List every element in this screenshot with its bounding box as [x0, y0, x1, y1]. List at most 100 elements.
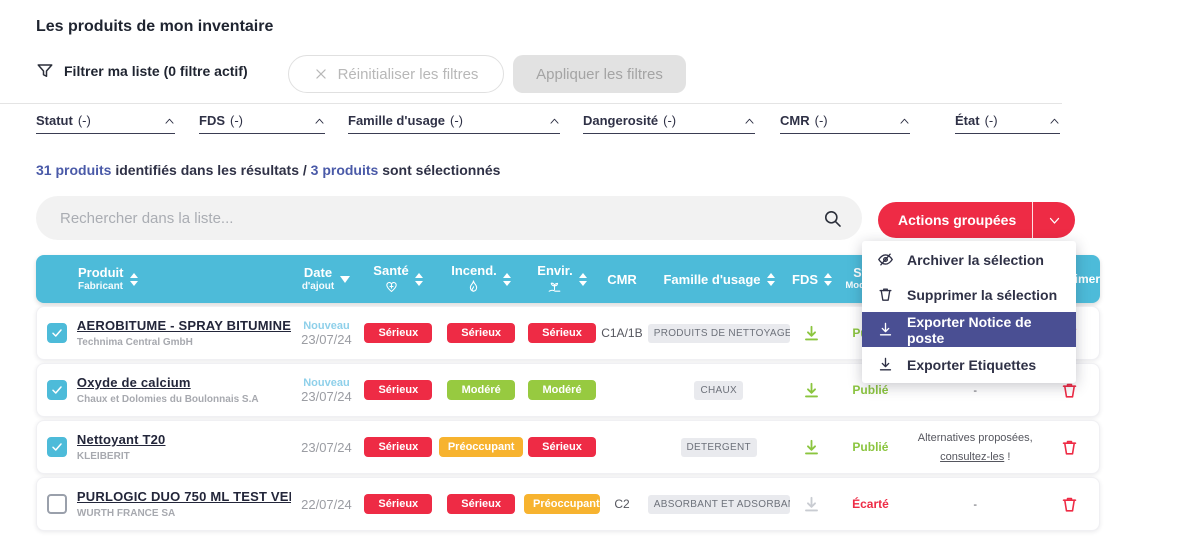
column-label: CMR: [607, 271, 637, 287]
sort-arrows[interactable]: [766, 272, 775, 286]
sante-badge: Sérieux: [364, 494, 433, 514]
grouped-actions-menu: Archiver la sélection Supprimer la sélec…: [862, 241, 1076, 383]
delete-row-button[interactable]: [1060, 437, 1079, 458]
incendie-badge: Préoccupant: [438, 437, 524, 457]
download-icon: [877, 356, 894, 373]
row-checkbox[interactable]: [46, 494, 67, 514]
row-checkbox[interactable]: [46, 323, 67, 343]
chevron-up-icon: [549, 117, 560, 125]
fabricant-label: Technima Central GmbH: [76, 337, 193, 348]
column-label: Santé: [373, 262, 409, 278]
filter-name: CMR: [780, 113, 810, 128]
column-header-product[interactable]: Produit Fabricant: [76, 264, 294, 292]
sort-arrows[interactable]: [340, 275, 351, 283]
famille-chip: CHAUX: [694, 380, 743, 400]
delete-row-button[interactable]: [1060, 494, 1079, 515]
alternatives-suffix: !: [1004, 451, 1011, 463]
fds-download-button[interactable]: [802, 495, 821, 514]
download-icon: [877, 321, 894, 338]
sort-arrows[interactable]: [824, 272, 832, 286]
menu-item-supprimer[interactable]: Supprimer la sélection: [862, 277, 1076, 312]
incendie-badge: Modéré: [447, 380, 516, 400]
column-sublabel: Fabricant: [78, 280, 124, 292]
search-icon[interactable]: [823, 209, 842, 228]
filter-name: Dangerosité: [583, 113, 659, 128]
download-icon: [802, 495, 821, 514]
date-added: 22/07/24: [301, 496, 352, 512]
fabricant-label: KLEIBERIT: [76, 451, 130, 462]
filter-cmr[interactable]: CMR (-): [780, 108, 910, 134]
filter-value: (-): [230, 113, 243, 128]
column-header-incendie[interactable]: Incend.: [438, 262, 524, 295]
menu-item-exporter-notice[interactable]: Exporter Notice de poste: [862, 312, 1076, 347]
eye-off-icon: [877, 251, 894, 268]
famille-chip: DETERGENT: [680, 437, 757, 457]
famille-chip: ABSORBANT ET ADSORBANT: [647, 494, 790, 514]
reset-filters-label: Réinitialiser les filtres: [337, 65, 479, 83]
sort-arrows[interactable]: [578, 272, 587, 286]
fds-download-button[interactable]: [802, 324, 821, 343]
search-input[interactable]: [60, 209, 823, 227]
chevron-down-icon: [1048, 216, 1061, 225]
check-icon: [51, 498, 63, 510]
product-link[interactable]: AEROBITUME - SPRAY BITUMINEUX: [76, 318, 291, 333]
filter-dangerosite[interactable]: Dangerosité (-): [583, 108, 755, 134]
column-header-date[interactable]: Date d'ajout: [294, 264, 358, 292]
menu-item-exporter-etiquettes[interactable]: Exporter Etiquettes: [862, 347, 1076, 382]
fabricant-label: WURTH FRANCE SA: [76, 508, 176, 519]
sort-arrows[interactable]: [129, 272, 138, 286]
apply-filters-button[interactable]: Appliquer les filtres: [513, 55, 686, 93]
alternatives-text: -: [973, 384, 978, 397]
status-badge: Écarté: [852, 497, 889, 511]
download-icon: [802, 381, 821, 400]
trash-icon: [877, 286, 894, 303]
filter-value: (-): [814, 113, 828, 128]
column-header-sante[interactable]: Santé: [358, 262, 438, 295]
search-bar[interactable]: [36, 196, 862, 240]
funnel-icon: [36, 62, 54, 80]
chevron-up-icon: [1049, 117, 1060, 125]
column-header-fds[interactable]: FDS: [792, 271, 832, 287]
environnement-badge: Préoccupant: [524, 494, 601, 514]
fds-download-button[interactable]: [802, 438, 821, 457]
product-link[interactable]: Oxyde de calcium: [76, 375, 191, 390]
environnement-badge: Modéré: [528, 380, 596, 400]
filter-fds[interactable]: FDS (-): [199, 108, 325, 134]
row-checkbox[interactable]: [46, 380, 67, 400]
results-text: identifiés dans les résultats /: [111, 162, 311, 178]
new-badge: Nouveau: [303, 376, 350, 389]
column-header-environnement[interactable]: Envir.: [524, 263, 600, 295]
cmr-value: C1A/1B: [601, 326, 643, 340]
column-label: Incend.: [451, 262, 497, 278]
sort-arrows[interactable]: [502, 272, 511, 286]
column-label: FDS: [792, 271, 818, 287]
check-icon: [51, 441, 63, 453]
apply-filters-label: Appliquer les filtres: [536, 65, 663, 83]
column-sublabel: d'ajout: [301, 280, 335, 292]
filter-name: État: [955, 113, 980, 128]
fds-download-button[interactable]: [802, 381, 821, 400]
grouped-actions-button[interactable]: Actions groupées: [878, 202, 1076, 238]
reset-filters-button[interactable]: Réinitialiser les filtres: [288, 55, 504, 93]
trash-icon: [1060, 494, 1079, 515]
menu-item-archiver[interactable]: Archiver la sélection: [862, 242, 1076, 277]
plant-hand-icon: [547, 279, 562, 294]
filter-etat[interactable]: État (-): [955, 108, 1060, 134]
product-link[interactable]: Nettoyant T20: [76, 432, 166, 447]
sort-arrows[interactable]: [414, 272, 423, 286]
alternatives-link[interactable]: consultez-les: [940, 451, 1005, 463]
selected-count: 3 produits: [310, 162, 379, 178]
filter-famille-usage[interactable]: Famille d'usage (-): [348, 108, 560, 134]
row-checkbox[interactable]: [46, 437, 67, 457]
column-header-famille[interactable]: Famille d'usage: [644, 272, 794, 287]
grouped-actions-toggle[interactable]: [1033, 202, 1075, 238]
grouped-actions-label: Actions groupées: [898, 212, 1017, 228]
results-count: 31 produits: [36, 162, 112, 178]
product-link[interactable]: PURLOGIC DUO 750 ML TEST VERI...: [76, 489, 291, 504]
column-label: Produit: [78, 264, 124, 280]
filter-summary: Filtrer ma liste (0 filtre actif): [36, 62, 248, 80]
filter-statut[interactable]: Statut (-): [36, 108, 175, 134]
table-row: Nettoyant T20 KLEIBERIT 23/07/24 Sérieux…: [36, 420, 1100, 474]
column-label: Date: [303, 264, 333, 280]
filter-summary-label: Filtrer ma liste (0 filtre actif): [64, 63, 248, 79]
